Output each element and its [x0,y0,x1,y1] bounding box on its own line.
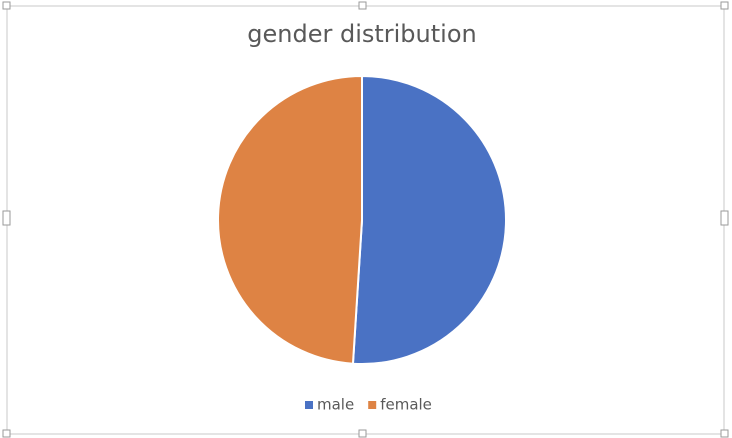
chart-title: gender distribution [247,20,476,48]
pie [216,74,507,365]
legend-swatch [368,401,377,409]
pie-slice [351,74,507,365]
legend: male female [305,396,432,414]
legend-swatch [305,401,313,409]
pie-slice [216,74,363,365]
legend-label: female [380,396,432,414]
legend-label: male [317,396,354,414]
